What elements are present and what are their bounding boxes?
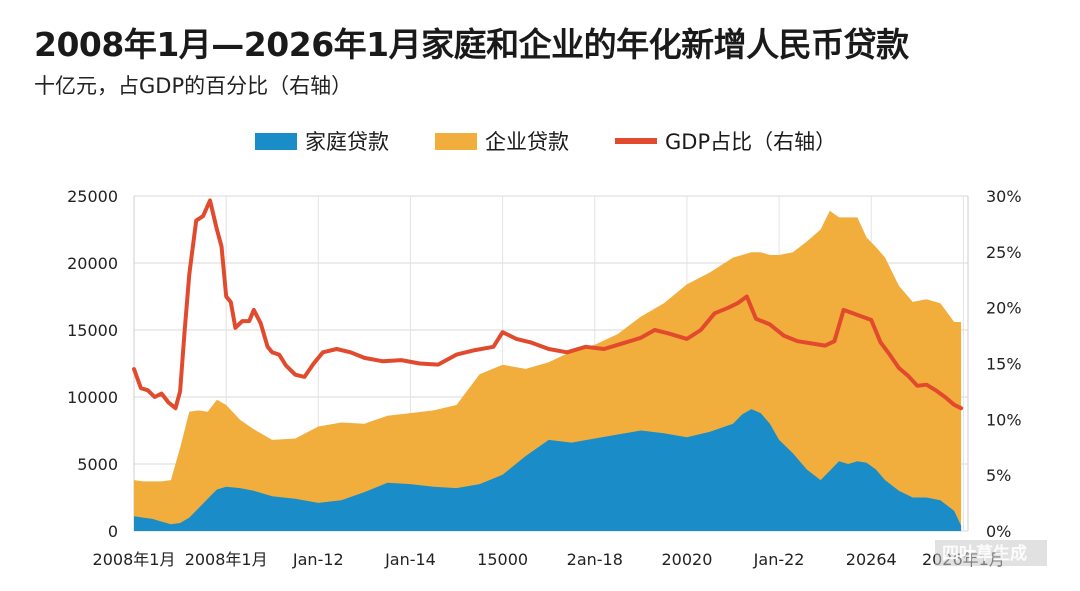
legend-item-gdp-share: GDP占比（右轴） bbox=[615, 126, 836, 156]
y-right-tick-label: 10% bbox=[986, 410, 1022, 429]
y-left-tick-label: 5000 bbox=[77, 455, 118, 474]
x-tick-label: 20264 bbox=[846, 550, 897, 569]
chart-title: 2008年1月—2026年1月家庭和企业的年化新增人民币贷款 bbox=[34, 25, 909, 64]
legend-swatch-household bbox=[255, 132, 297, 150]
y-right-tick-label: 0% bbox=[986, 522, 1011, 541]
legend: 家庭贷款 企业贷款 GDP占比（右轴） bbox=[255, 126, 882, 156]
y-right-tick-label: 30% bbox=[986, 187, 1022, 206]
left-axis: 0 5000 10000 15000 20000 25000 bbox=[67, 187, 118, 541]
legend-label-enterprise: 企业贷款 bbox=[485, 130, 569, 154]
x-tick-label: 2an-18 bbox=[567, 550, 623, 569]
x-tick-label: 2008年1月 bbox=[185, 550, 268, 569]
x-axis: 2008年1月 2008年1月 Jan-12 Jan-14 15000 2an-18 200… bbox=[93, 550, 1005, 569]
household-loans-area bbox=[134, 409, 962, 531]
x-tick-label: 2008年1月 bbox=[93, 550, 176, 569]
chart-subtitle: 十亿元，占GDP的百分比（右轴） bbox=[34, 74, 353, 98]
y-left-tick-label: 25000 bbox=[67, 187, 118, 206]
y-right-tick-label: 25% bbox=[986, 243, 1022, 262]
x-tick-label: 15000 bbox=[477, 550, 528, 569]
y-left-tick-label: 0 bbox=[108, 522, 118, 541]
y-left-tick-label: 20000 bbox=[67, 254, 118, 273]
watermark-bg bbox=[935, 540, 1047, 566]
legend-label-gdp-share: GDP占比（右轴） bbox=[665, 130, 837, 154]
legend-swatch-gdp-share bbox=[615, 138, 657, 144]
y-right-tick-label: 20% bbox=[986, 299, 1022, 318]
x-tick-label: Jan-22 bbox=[753, 550, 805, 569]
y-left-tick-label: 10000 bbox=[67, 388, 118, 407]
y-right-tick-label: 5% bbox=[986, 466, 1011, 485]
legend-label-household: 家庭贷款 bbox=[305, 130, 389, 154]
gdp-share-line bbox=[132, 198, 964, 411]
y-left-tick-label: 15000 bbox=[67, 321, 118, 340]
watermark: 四叶草生成 bbox=[942, 543, 1027, 564]
legend-item-enterprise: 企业贷款 bbox=[435, 126, 569, 156]
y-right-tick-label: 15% bbox=[986, 355, 1022, 374]
x-tick-label: 20020 bbox=[661, 550, 712, 569]
right-axis: 0% 5% 10% 15% 20% 25% 30% bbox=[986, 187, 1022, 541]
legend-swatch-enterprise bbox=[435, 132, 477, 150]
x-tick-label: Jan-14 bbox=[384, 550, 436, 569]
legend-item-household: 家庭贷款 bbox=[255, 126, 389, 156]
x-tick-label: Jan-12 bbox=[292, 550, 344, 569]
